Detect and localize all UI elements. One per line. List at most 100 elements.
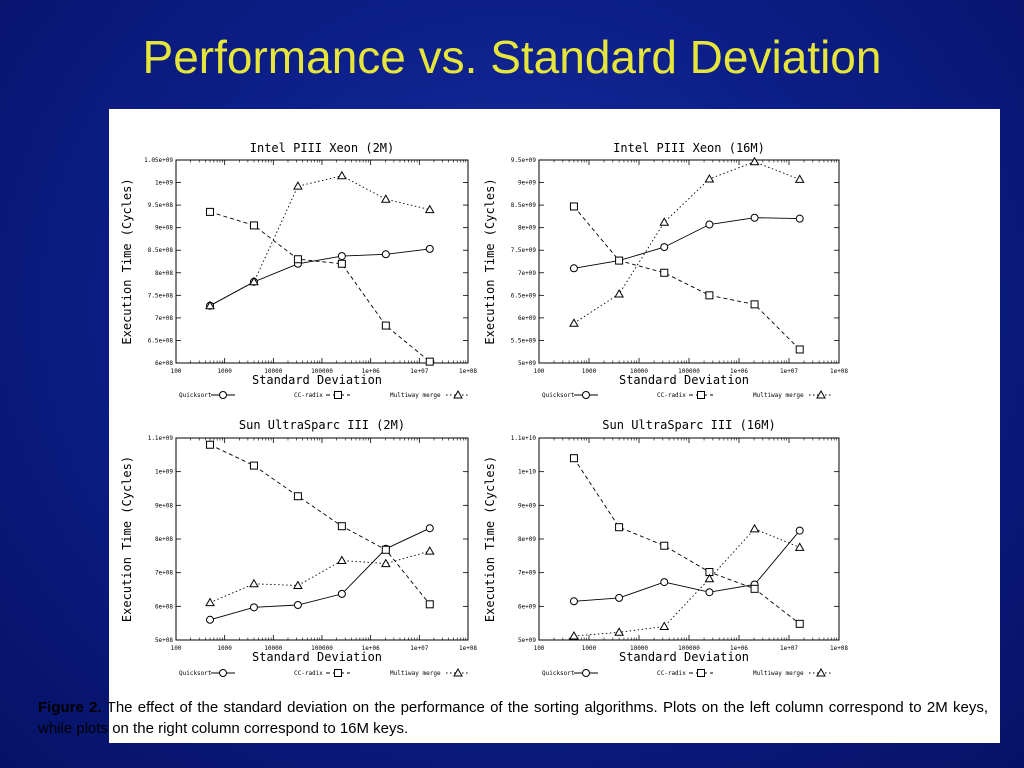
chart-2-xtick-label-0: 100 <box>171 645 182 652</box>
chart-1-series-1-point-legend <box>697 391 705 399</box>
chart-2-legend-label-1: CC-radix <box>294 670 323 677</box>
chart-3-xtick-label-6: 1e+08 <box>830 645 848 652</box>
chart-0-legend-label-0: Quicksort <box>179 392 212 399</box>
chart-1-series-0-point-5 <box>795 214 804 223</box>
chart-1-ytick-label-2: 6e+09 <box>518 315 536 322</box>
chart-1-series-2-line <box>573 161 800 324</box>
chart-2-series-1-point-1 <box>249 461 258 470</box>
chart-3-series-1-point-2 <box>660 541 669 550</box>
chart-3-ytick-label-1: 6e+09 <box>518 603 536 610</box>
chart-2-series-1-point-legend <box>334 669 342 677</box>
chart-0-series-1-point-legend <box>334 391 342 399</box>
chart-0-xtick-label-1: 1000 <box>217 368 232 375</box>
chart-1-legend-label-2: Multiway merge <box>753 392 804 399</box>
chart-3-ytick-label-0: 5e+09 <box>518 637 536 644</box>
chart-2: Sun UltraSparc III (2M) 100 1000 10000 10000… <box>120 418 477 677</box>
chart-3-title: Sun UltraSparc III (16M) <box>602 418 775 432</box>
chart-1-series-2-point-2 <box>659 217 670 226</box>
slide-title: Performance vs. Standard Deviation <box>142 31 882 83</box>
chart-0-series-1-line <box>209 211 431 362</box>
chart-3-series-0-point-1 <box>615 593 624 602</box>
chart-3-ylabel: Execution Time (Cycles) <box>483 456 497 622</box>
chart-3-series-2-point-1 <box>614 627 624 636</box>
chart-0-series-1-point-2 <box>293 255 302 264</box>
chart-1-frame <box>538 159 840 364</box>
chart-1-series-1-point-2 <box>660 268 669 277</box>
chart-0-legend-label-2: Multiway merge <box>390 392 441 399</box>
chart-2-ytick-label-1: 6e+08 <box>155 603 173 610</box>
chart-3-xlabel: Standard Deviation <box>619 650 749 664</box>
chart-3-series-0-point-3 <box>705 588 714 597</box>
chart-1-ytick-label-1: 5.5e+09 <box>511 337 537 344</box>
chart-0-series-2-line <box>209 175 430 307</box>
chart-2-ytick-label-0: 5e+08 <box>155 637 173 644</box>
chart-0-ytick-label-8: 1e+09 <box>155 180 173 187</box>
chart-0-xtick-label-5: 1e+07 <box>410 368 428 375</box>
chart-3-series-0-point-0 <box>569 597 578 606</box>
chart-1-series-0-point-2 <box>660 243 669 252</box>
chart-1-ylabel: Execution Time (Cycles) <box>483 178 497 344</box>
chart-1-series-0-line <box>573 217 800 269</box>
chart-2-series-2-point-1 <box>249 578 259 588</box>
chart-1-ytick-label-5: 7.5e+09 <box>511 247 537 254</box>
chart-3-series-0-line <box>573 530 801 602</box>
chart-0-xtick-label-3: 100000 <box>311 368 333 375</box>
chart-3-ytick-label-4: 9e+09 <box>518 502 536 509</box>
chart-3-series-1-point-legend <box>697 669 705 677</box>
chart-2-series-1-point-3 <box>337 522 346 531</box>
chart-3-legend-label-2: Multiway merge <box>753 670 804 677</box>
chart-2-legend-label-0: Quicksort <box>179 670 212 677</box>
chart-1-ytick-label-7: 8.5e+09 <box>511 202 537 209</box>
chart-2-series-0-point-1 <box>249 603 258 612</box>
chart-3-xtick-label-4: 1e+06 <box>730 645 748 652</box>
chart-1-xtick-label-0: 100 <box>534 368 545 375</box>
chart-0-series-2-point-1 <box>249 276 259 286</box>
chart-2-series-0-point-3 <box>337 589 346 598</box>
chart-0-xlabel: Standard Deviation <box>252 373 382 387</box>
figure-caption: Figure 2. The effect of the standard dev… <box>38 697 988 739</box>
chart-0-series-1-point-4 <box>381 321 390 330</box>
chart-3-legend-label-1: CC-radix <box>657 670 686 677</box>
chart-3-xtick-label-3: 100000 <box>678 645 700 652</box>
chart-3-series-2-point-2 <box>659 621 670 631</box>
caption-text: The effect of the standard deviation on … <box>38 699 988 737</box>
chart-0-series-2-point-5 <box>424 204 435 214</box>
chart-0-series-1-point-3 <box>337 259 346 268</box>
chart-0-series-0-point-3 <box>337 252 346 261</box>
chart-2-xtick-label-1: 1000 <box>217 645 232 652</box>
chart-2-series-1-point-0 <box>206 440 215 449</box>
chart-1-legend-label-0: Quicksort <box>542 392 575 399</box>
chart-2-xlabel: Standard Deviation <box>252 650 382 664</box>
chart-2-ytick-label-5: 1e+09 <box>155 469 173 476</box>
chart-1-legend-label-1: CC-radix <box>657 392 686 399</box>
chart-2-xtick-label-6: 1e+08 <box>459 645 477 652</box>
chart-3-ytick-label-2: 7e+09 <box>518 570 536 577</box>
chart-3-series-2-point-legend <box>816 667 826 677</box>
chart-0-xtick-label-0: 100 <box>171 368 182 375</box>
chart-1-series-2-point-0 <box>569 318 579 327</box>
chart-2-series-2-line <box>209 550 430 604</box>
chart-1-ytick-label-0: 5e+09 <box>518 360 536 367</box>
chart-1-ytick-label-9: 9.5e+09 <box>511 157 537 164</box>
chart-1-xtick-label-3: 100000 <box>678 368 700 375</box>
chart-1-ytick-label-3: 6.5e+09 <box>511 292 537 299</box>
chart-2-series-1-point-5 <box>425 600 434 609</box>
chart-1-series-1-point-4 <box>750 300 759 309</box>
chart-3-ytick-label-5: 1e+10 <box>518 469 536 476</box>
chart-2-ytick-label-2: 7e+08 <box>155 570 173 577</box>
chart-2-xtick-label-3: 100000 <box>311 645 333 652</box>
chart-2-series-1-point-4 <box>381 545 390 554</box>
chart-3-series-1-point-4 <box>750 584 759 593</box>
chart-3-series-2-point-3 <box>704 573 715 583</box>
chart-0-xtick-label-4: 1e+06 <box>362 368 380 375</box>
chart-3-frame <box>538 437 840 641</box>
chart-1-xtick-label-1: 1000 <box>582 368 597 375</box>
chart-0-series-1-point-1 <box>249 221 258 230</box>
chart-1-series-1-point-5 <box>795 345 804 354</box>
chart-3-xtick-label-0: 100 <box>534 645 545 652</box>
chart-1-series-2-point-3 <box>704 173 715 183</box>
chart-3-series-0-point-legend <box>582 669 590 677</box>
chart-2-series-2-point-0 <box>205 597 215 607</box>
chart-0-series-2-point-4 <box>380 194 391 203</box>
chart-2-series-0-point-5 <box>425 524 434 533</box>
